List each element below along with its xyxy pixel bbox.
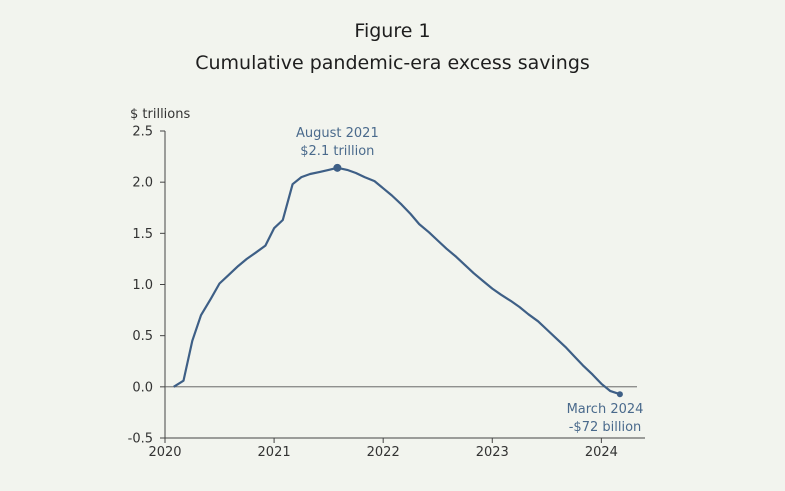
x-tick-label: 2022 [367, 445, 400, 460]
end-point-marker [616, 391, 623, 398]
x-tick-label: 2024 [585, 445, 618, 460]
peak-annotation-date: August 2021 [296, 126, 379, 141]
y-tick-label: -0.5 [128, 432, 153, 447]
series-line [173, 166, 621, 396]
x-tick-label: 2020 [148, 445, 181, 460]
y-tick-label: 1.0 [132, 278, 153, 293]
y-tick-label: 2.0 [132, 176, 153, 191]
x-tick-label: 2021 [258, 445, 291, 460]
y-axis-label: $ trillions [130, 107, 190, 122]
peak-point-marker [333, 163, 342, 172]
x-tick-label: 2023 [476, 445, 509, 460]
y-tick-label: 2.5 [132, 125, 153, 140]
end-annotation-value: -$72 billion [569, 420, 642, 435]
chart-plot: August 2021 $2.1 trillion March 2024 -$72 b… [173, 126, 644, 435]
y-tick-label: 0.0 [132, 380, 153, 395]
y-tick-label: 1.5 [132, 227, 153, 242]
figure-label: Figure 1 [354, 20, 431, 42]
peak-annotation-value: $2.1 trillion [300, 144, 374, 159]
end-annotation-date: March 2024 [567, 402, 644, 417]
chart-title: Cumulative pandemic-era excess savings [195, 52, 590, 74]
y-tick-label: 0.5 [132, 329, 153, 344]
